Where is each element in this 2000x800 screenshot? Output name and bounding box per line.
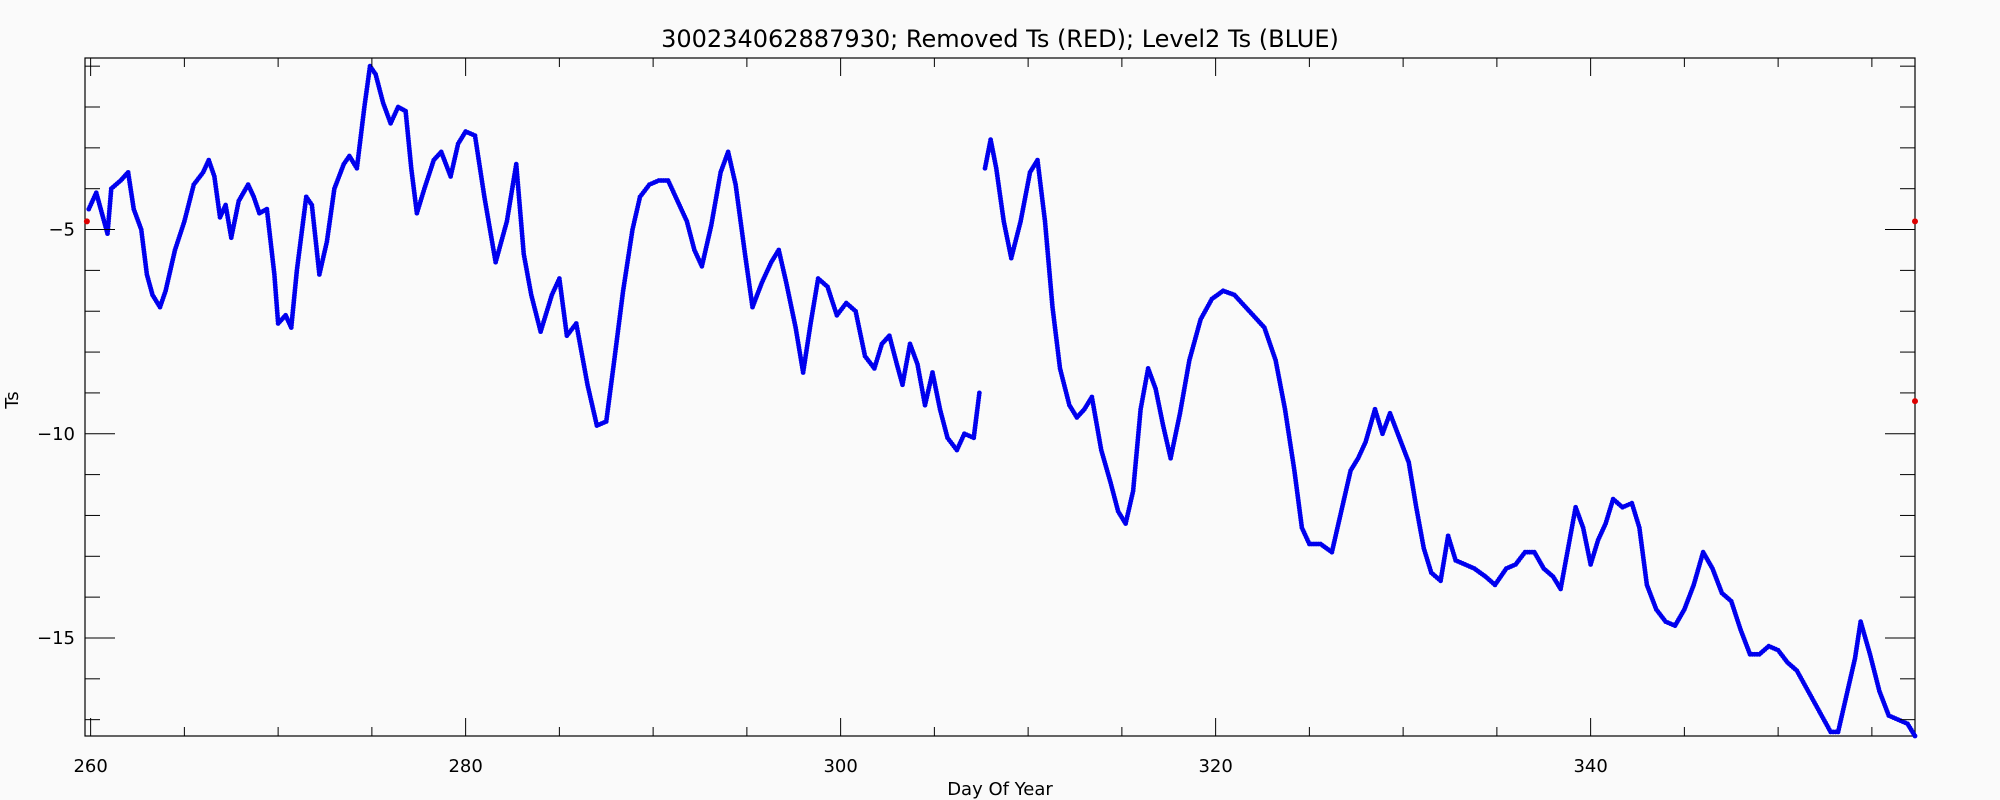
chart-title: 300234062887930; Removed Ts (RED); Level… (661, 25, 1339, 53)
x-tick-label: 340 (1573, 756, 1607, 777)
y-tick-label: −15 (37, 628, 75, 649)
x-tick-label: 300 (823, 756, 857, 777)
level2-point (976, 390, 982, 396)
level2-point (1912, 733, 1918, 739)
removed-point (1912, 398, 1918, 405)
y-tick-label: −10 (37, 424, 75, 445)
removed-series (83, 218, 1918, 405)
x-tick-label: 320 (1198, 756, 1232, 777)
x-tick-label: 280 (448, 756, 482, 777)
level2-series (86, 63, 1918, 739)
x-axis-label: Day Of Year (947, 779, 1053, 800)
y-tick-label: −5 (48, 220, 75, 241)
removed-point (1912, 218, 1918, 225)
plot-area (83, 57, 1918, 739)
plot-frame (84, 57, 1916, 737)
removed-point (83, 218, 90, 225)
x-tick-label: 260 (73, 756, 107, 777)
y-axis-label: Ts (2, 391, 23, 409)
axis-ticks: 260 280 300 320 340 −5 −10 −15 (37, 58, 1915, 777)
